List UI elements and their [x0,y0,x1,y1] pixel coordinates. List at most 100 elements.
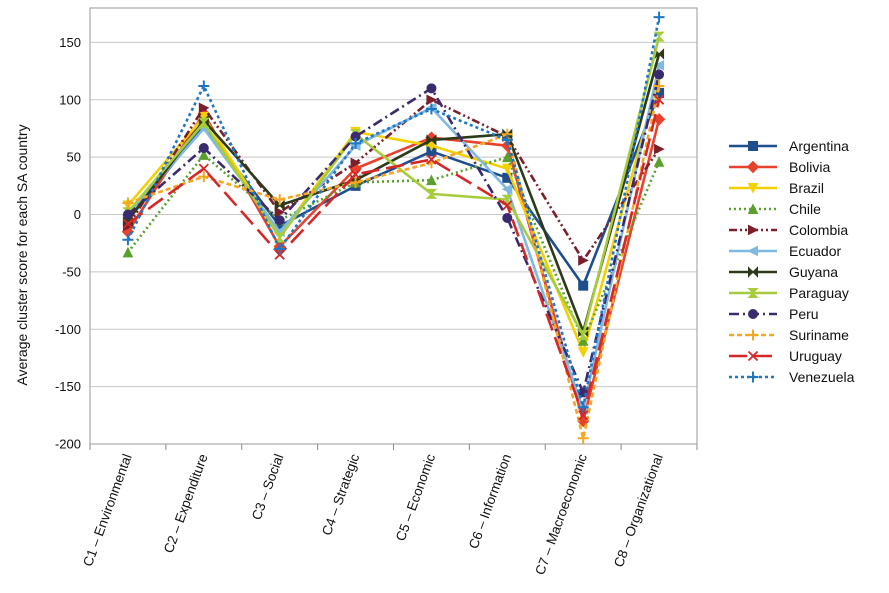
series-venezuela [122,11,665,413]
x-axis-ticks: C1 – Environmental C2 – Expenditure C3 – S… [80,452,666,577]
y-tick-label: 50 [67,150,81,165]
legend-label: Bolivia [789,159,830,175]
data-point [198,171,210,183]
plot-frame [89,7,698,445]
legend-item: Venezuela [729,369,855,385]
data-point [747,183,759,194]
data-point [748,309,758,319]
data-point [748,224,759,236]
data-point [426,94,438,106]
data-point [577,347,589,358]
series-line [126,153,661,343]
data-point [274,206,286,218]
data-point [350,176,362,188]
legend-label: Uruguay [789,348,842,364]
data-point [425,188,438,199]
data-point [198,102,210,114]
data-point [654,143,665,155]
legend-item: Ecuador [729,243,841,259]
data-point [198,142,209,153]
y-tick-label: -50 [62,264,81,279]
series-line [126,76,661,354]
data-point [501,134,513,146]
y-axis-title: Average cluster score for each SA countr… [14,124,30,385]
data-point [350,137,362,149]
data-point [653,94,665,105]
x-tick-label: C6 – Information [466,452,514,551]
legend-item: Peru [729,306,819,322]
data-point [747,203,759,214]
y-tick-label: 0 [74,207,81,222]
y-tick-label: 100 [59,92,81,107]
y-tick-label: 150 [59,35,81,50]
data-point [577,330,589,340]
data-point [654,69,665,80]
data-point [748,266,758,278]
data-point [578,410,589,421]
legend-item: Brazil [729,180,824,196]
legend-label: Paraguay [789,285,849,301]
data-point [426,134,437,146]
series-line [127,85,661,440]
data-point [747,329,759,341]
data-point [502,212,513,223]
data-point [577,335,589,346]
legend-label: Suriname [789,327,849,343]
legend-label: Brazil [789,180,824,196]
y-tick-label: -200 [55,437,81,452]
series-paraguay [122,31,665,340]
data-point [122,197,134,209]
data-point [426,154,437,165]
legend-label: Argentina [789,138,849,154]
data-point [653,60,665,71]
data-point [274,194,286,206]
data-point [426,174,437,186]
legend-item: Colombia [729,222,848,238]
data-point [747,371,759,383]
data-point [122,234,134,246]
x-tick-label: C2 – Expenditure [161,452,211,555]
legend-item: Paraguay [729,285,849,301]
legend-label: Colombia [789,222,848,238]
data-point [426,83,437,94]
y-tick-label: -150 [55,379,81,394]
series-line [126,36,661,337]
legend-label: Chile [789,201,821,217]
data-point [350,169,361,180]
x-tick-label: C7 – Macroeconomic [532,452,590,577]
data-point [198,117,210,128]
x-tick-label: C8 – Organizational [611,452,666,569]
data-point [198,149,210,160]
series-line [127,74,661,394]
legend-item: Guyana [729,264,838,280]
data-point [578,255,589,266]
series-lines [121,11,666,444]
data-point [274,215,285,226]
data-point [122,209,133,220]
data-point [502,200,513,211]
gridlines [89,41,698,450]
y-tick-label: -100 [55,322,81,337]
data-point [746,160,760,174]
data-point [198,163,209,174]
data-point [122,246,134,258]
series-line [126,16,661,409]
legend-label: Peru [789,306,819,322]
legend-label: Ecuador [789,243,841,259]
series-line [127,99,661,417]
data-point [748,141,758,151]
series-guyana [122,48,665,338]
series-colombia [122,94,665,266]
data-point [274,199,285,212]
data-point [501,183,513,195]
data-point [747,288,759,298]
series-line [126,53,661,333]
plot-area-border [89,7,698,445]
data-point [502,163,513,175]
legend-item: Chile [729,201,821,217]
series-peru [122,69,665,398]
data-point [653,156,665,167]
x-tick-label: C4 – Strategic [319,452,362,538]
data-point [653,80,665,92]
x-tick-label: C5 – Economic [393,452,438,543]
